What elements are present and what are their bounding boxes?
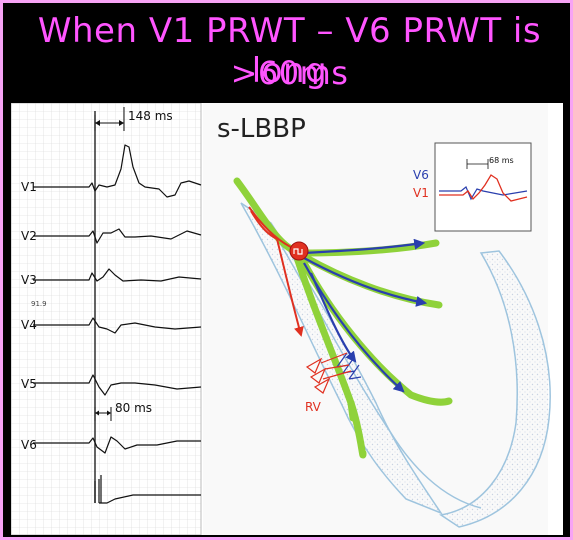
lead-label-v6: V6 (21, 438, 37, 452)
slide-title-line2: >60ms (230, 54, 349, 92)
lead-label-v5: V5 (21, 377, 37, 391)
ecg-panel: 148 ms V1 V2 V3 91.9 V4 V5 V6 (10, 102, 202, 536)
diagram-panel: s-LBBP (203, 103, 563, 535)
inset-interval-label: 68 ms (489, 156, 514, 165)
ecg-trace-v4 (33, 317, 202, 334)
ecg-trace-v5 (33, 374, 202, 396)
fascicle-middle (303, 257, 428, 307)
inset-ecg-box: V6 V1 68 ms (413, 142, 532, 232)
lead-label-v4: V4 (21, 318, 37, 332)
interval-label-148: 148 ms (128, 109, 173, 123)
ecg-trace-v2 (33, 228, 202, 244)
lv-wall-shape (439, 250, 551, 528)
septal-branch (309, 272, 357, 363)
rv-label: RV (305, 400, 322, 414)
main-bundle-green (233, 177, 367, 459)
interval-label-80: 80 ms (115, 401, 152, 415)
ecg-trace-v1 (33, 144, 202, 198)
ecg-trace-v3 (33, 268, 202, 282)
lead-label-v1: V1 (21, 180, 37, 194)
interval-marker-148: 148 ms (94, 107, 173, 131)
inset-label-v1: V1 (413, 186, 429, 200)
diagram-label: s-LBBP (217, 114, 306, 144)
ecg-trace-bottom (94, 475, 201, 504)
small-mark: 91.9 (31, 300, 47, 308)
fascicle-upper (302, 238, 426, 255)
inset-trace-v6 (439, 186, 528, 201)
lead-label-v2: V2 (21, 229, 37, 243)
inset-label-v6: V6 (413, 168, 429, 182)
pacing-lead-icon (289, 241, 309, 261)
activation-wavefronts (305, 352, 362, 394)
lead-label-v3: V3 (21, 273, 37, 287)
ecg-trace-v6 (33, 436, 201, 454)
slide-title-line1: When V1 PRWT – V6 PRWT is long (37, 11, 542, 91)
figure-panel: 148 ms V1 V2 V3 91.9 V4 V5 V6 (10, 102, 563, 536)
inset-trace-v1 (439, 174, 528, 202)
figure-svg: 148 ms V1 V2 V3 91.9 V4 V5 V6 (10, 102, 563, 536)
interval-marker-80: 80 ms (94, 401, 152, 421)
